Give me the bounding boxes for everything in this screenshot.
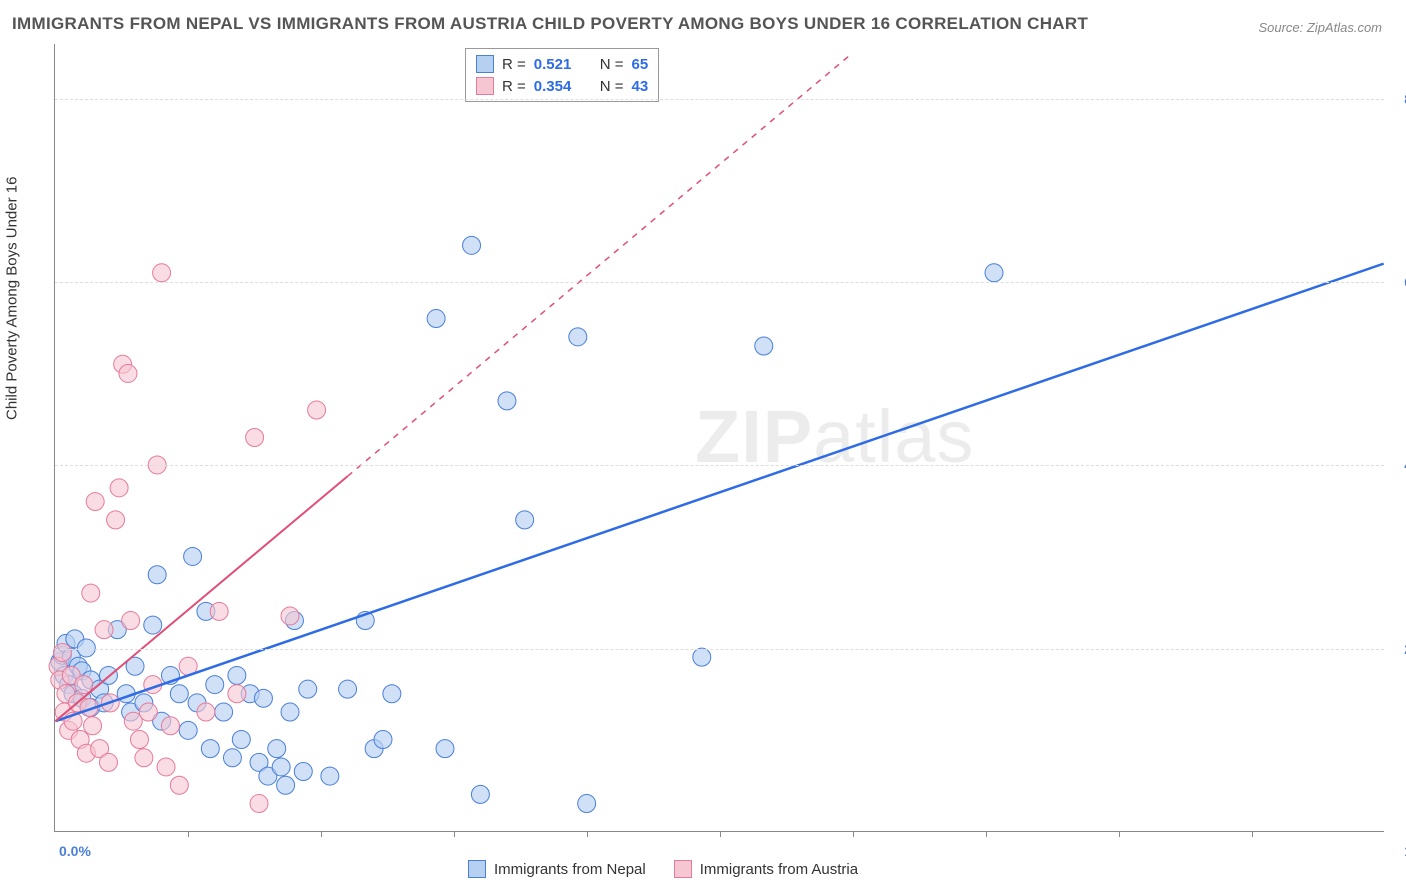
scatter-point-nepal	[179, 721, 197, 739]
legend-label-austria: Immigrants from Austria	[700, 861, 858, 878]
scatter-point-austria	[210, 602, 228, 620]
gridline-h	[55, 282, 1384, 283]
swatch-nepal	[468, 860, 486, 878]
scatter-point-austria	[119, 364, 137, 382]
scatter-point-nepal	[471, 785, 489, 803]
x-axis-min-label: 0.0%	[59, 843, 91, 859]
scatter-point-nepal	[755, 337, 773, 355]
scatter-point-nepal	[321, 767, 339, 785]
scatter-point-nepal	[215, 703, 233, 721]
scatter-point-nepal	[223, 749, 241, 767]
scatter-point-nepal	[232, 730, 250, 748]
plot-area: ZIPatlas R = 0.521 N = 65 R = 0.354 N = …	[54, 44, 1384, 832]
x-tick-mark	[454, 831, 455, 837]
scatter-point-austria	[153, 264, 171, 282]
x-tick-mark	[321, 831, 322, 837]
scatter-point-nepal	[436, 740, 454, 758]
scatter-point-nepal	[578, 795, 596, 813]
scatter-point-austria	[99, 753, 117, 771]
scatter-point-nepal	[254, 689, 272, 707]
scatter-point-austria	[107, 511, 125, 529]
x-tick-mark	[853, 831, 854, 837]
scatter-point-austria	[110, 479, 128, 497]
scatter-point-nepal	[170, 685, 188, 703]
scatter-point-austria	[95, 621, 113, 639]
scatter-point-nepal	[985, 264, 1003, 282]
scatter-point-nepal	[463, 236, 481, 254]
scatter-point-nepal	[299, 680, 317, 698]
legend-series: Immigrants from Nepal Immigrants from Au…	[468, 860, 858, 878]
scatter-point-austria	[197, 703, 215, 721]
scatter-point-nepal	[206, 676, 224, 694]
source-label: Source: ZipAtlas.com	[1258, 20, 1382, 35]
scatter-point-nepal	[144, 616, 162, 634]
y-tick-label: 60.0%	[1389, 274, 1406, 290]
scatter-point-nepal	[427, 310, 445, 328]
y-tick-label: 20.0%	[1389, 641, 1406, 657]
scatter-point-austria	[161, 717, 179, 735]
scatter-point-austria	[246, 429, 264, 447]
x-tick-mark	[1252, 831, 1253, 837]
x-tick-mark	[188, 831, 189, 837]
y-tick-label: 80.0%	[1389, 91, 1406, 107]
scatter-point-nepal	[339, 680, 357, 698]
chart-title: IMMIGRANTS FROM NEPAL VS IMMIGRANTS FROM…	[12, 14, 1088, 34]
scatter-point-austria	[135, 749, 153, 767]
scatter-point-nepal	[498, 392, 516, 410]
x-tick-mark	[1119, 831, 1120, 837]
scatter-point-nepal	[569, 328, 587, 346]
gridline-h	[55, 649, 1384, 650]
scatter-point-austria	[170, 776, 188, 794]
x-tick-mark	[720, 831, 721, 837]
plot-svg	[55, 44, 1384, 831]
chart-container: IMMIGRANTS FROM NEPAL VS IMMIGRANTS FROM…	[0, 0, 1406, 892]
scatter-point-nepal	[201, 740, 219, 758]
legend-item-austria: Immigrants from Austria	[674, 860, 858, 878]
scatter-point-austria	[281, 607, 299, 625]
scatter-point-austria	[82, 584, 100, 602]
scatter-point-austria	[228, 685, 246, 703]
gridline-h	[55, 99, 1384, 100]
legend-item-nepal: Immigrants from Nepal	[468, 860, 646, 878]
scatter-point-nepal	[383, 685, 401, 703]
scatter-point-austria	[139, 703, 157, 721]
scatter-point-austria	[308, 401, 326, 419]
swatch-austria	[674, 860, 692, 878]
scatter-point-nepal	[281, 703, 299, 721]
scatter-point-nepal	[693, 648, 711, 666]
x-tick-mark	[587, 831, 588, 837]
scatter-point-austria	[130, 730, 148, 748]
y-tick-label: 40.0%	[1389, 457, 1406, 473]
scatter-point-austria	[157, 758, 175, 776]
scatter-point-nepal	[516, 511, 534, 529]
legend-label-nepal: Immigrants from Nepal	[494, 861, 646, 878]
gridline-h	[55, 465, 1384, 466]
scatter-point-nepal	[277, 776, 295, 794]
scatter-point-nepal	[268, 740, 286, 758]
scatter-point-nepal	[228, 666, 246, 684]
scatter-point-nepal	[294, 763, 312, 781]
scatter-point-nepal	[184, 547, 202, 565]
scatter-point-nepal	[374, 730, 392, 748]
trend-line-dashed-austria	[348, 53, 853, 476]
trend-line-nepal	[55, 264, 1383, 722]
y-axis-label: Child Poverty Among Boys Under 16	[4, 177, 21, 420]
scatter-point-austria	[86, 493, 104, 511]
scatter-point-austria	[84, 717, 102, 735]
scatter-point-nepal	[272, 758, 290, 776]
scatter-point-austria	[122, 612, 140, 630]
scatter-point-nepal	[148, 566, 166, 584]
scatter-point-austria	[250, 795, 268, 813]
x-tick-mark	[986, 831, 987, 837]
scatter-point-austria	[53, 644, 71, 662]
